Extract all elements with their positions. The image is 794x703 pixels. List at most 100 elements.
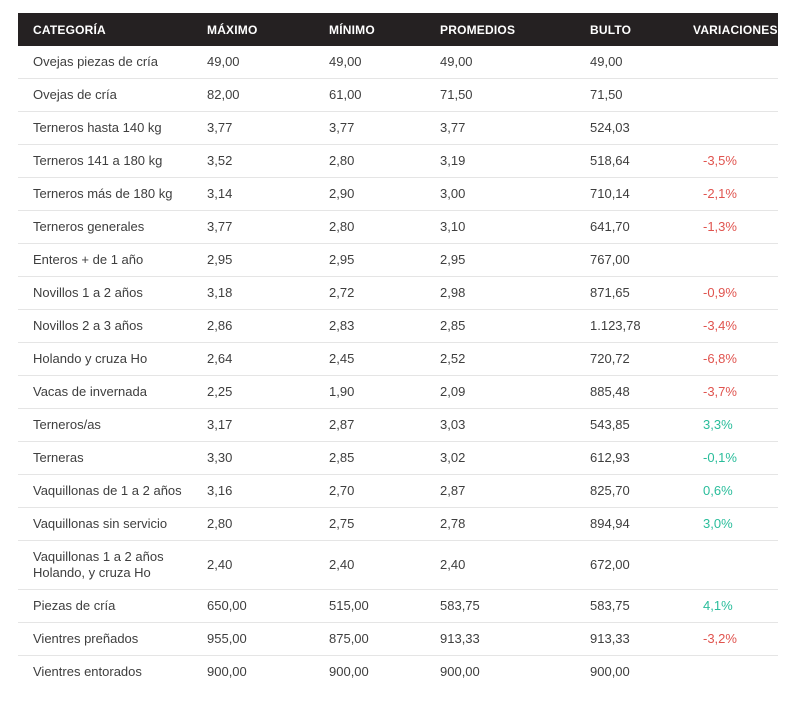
table-row: Terneros/as 3,17 2,87 3,03 543,85 3,3% <box>18 408 778 442</box>
cell-maximo: 2,80 <box>207 507 329 541</box>
cell-variacion: -3,7% <box>693 375 778 409</box>
table-row: Ovejas piezas de cría 49,00 49,00 49,00 … <box>18 46 778 79</box>
cell-minimo: 2,80 <box>329 144 440 178</box>
cell-bulto: 49,00 <box>590 46 693 79</box>
cell-bulto: 672,00 <box>590 540 693 590</box>
cell-minimo: 2,95 <box>329 243 440 277</box>
cell-bulto: 524,03 <box>590 111 693 145</box>
column-header-variaciones: VARIACIONES <box>693 13 778 46</box>
cell-minimo: 2,80 <box>329 210 440 244</box>
cell-maximo: 3,18 <box>207 276 329 310</box>
cell-maximo: 49,00 <box>207 46 329 79</box>
cell-variacion: -0,1% <box>693 441 778 475</box>
cell-promedios: 2,95 <box>440 243 590 277</box>
cell-categoria: Ovejas de cría <box>18 78 207 112</box>
table-row: Terneros más de 180 kg 3,14 2,90 3,00 71… <box>18 177 778 211</box>
cell-bulto: 543,85 <box>590 408 693 442</box>
cell-minimo: 61,00 <box>329 78 440 112</box>
cell-promedios: 2,78 <box>440 507 590 541</box>
cell-bulto: 518,64 <box>590 144 693 178</box>
cell-promedios: 71,50 <box>440 78 590 112</box>
cell-maximo: 2,64 <box>207 342 329 376</box>
cell-variacion: -6,8% <box>693 342 778 376</box>
cell-bulto: 825,70 <box>590 474 693 508</box>
table-body: Ovejas piezas de cría 49,00 49,00 49,00 … <box>18 46 778 688</box>
cell-categoria: Holando y cruza Ho <box>18 342 207 376</box>
table-row: Ovejas de cría 82,00 61,00 71,50 71,50 <box>18 78 778 112</box>
cell-bulto: 894,94 <box>590 507 693 541</box>
table-row: Vaquillonas sin servicio 2,80 2,75 2,78 … <box>18 507 778 541</box>
cell-variacion: 3,3% <box>693 408 778 442</box>
cell-minimo: 2,72 <box>329 276 440 310</box>
cell-maximo: 3,77 <box>207 111 329 145</box>
cell-categoria: Terneros 141 a 180 kg <box>18 144 207 178</box>
cell-minimo: 2,83 <box>329 309 440 343</box>
cell-promedios: 2,52 <box>440 342 590 376</box>
table-row: Holando y cruza Ho 2,64 2,45 2,52 720,72… <box>18 342 778 376</box>
table-row: Vacas de invernada 2,25 1,90 2,09 885,48… <box>18 375 778 409</box>
cell-variacion <box>693 111 778 145</box>
cell-variacion <box>693 656 778 689</box>
table-row: Novillos 1 a 2 años 3,18 2,72 2,98 871,6… <box>18 276 778 310</box>
cell-minimo: 2,90 <box>329 177 440 211</box>
table-row: Terneros 141 a 180 kg 3,52 2,80 3,19 518… <box>18 144 778 178</box>
cell-categoria: Ovejas piezas de cría <box>18 46 207 79</box>
cell-minimo: 900,00 <box>329 664 369 679</box>
cell-minimo: 49,00 <box>329 46 440 79</box>
cell-categoria: Piezas de cría <box>18 589 207 623</box>
cell-bulto: 612,93 <box>590 441 693 475</box>
cell-variacion: -3,4% <box>693 309 778 343</box>
cell-bulto: 71,50 <box>590 78 693 112</box>
cell-maximo: 3,17 <box>207 408 329 442</box>
cell-variacion: 0,6% <box>693 474 778 508</box>
cell-bulto: 900,00 <box>590 664 630 679</box>
cell-promedios: 3,02 <box>440 441 590 475</box>
cell-maximo: 3,14 <box>207 177 329 211</box>
cell-categoria: Terneros/as <box>18 408 207 442</box>
table-header-row: CATEGORÍA MÁXIMO MÍNIMO PROMEDIOS BULTO … <box>18 13 778 46</box>
cell-variacion: -2,1% <box>693 177 778 211</box>
cell-promedios: 3,77 <box>440 111 590 145</box>
cell-promedios: 900,00 <box>440 664 480 679</box>
cell-categoria: Vaquillonas sin servicio <box>18 507 207 541</box>
cell-promedios: 49,00 <box>440 46 590 79</box>
cell-bulto: 583,75 <box>590 589 693 623</box>
cell-maximo: 3,77 <box>207 210 329 244</box>
table-row: Terneras 3,30 2,85 3,02 612,93 -0,1% <box>18 441 778 475</box>
cell-categoria: Vaquillonas 1 a 2 años Holando, y cruza … <box>18 540 207 590</box>
cell-categoria: Novillos 1 a 2 años <box>18 276 207 310</box>
cell-promedios: 3,00 <box>440 177 590 211</box>
cell-maximo: 3,30 <box>207 441 329 475</box>
cell-minimo: 2,75 <box>329 507 440 541</box>
cell-categoria: Enteros + de 1 año <box>18 243 207 277</box>
cell-bulto: 767,00 <box>590 243 693 277</box>
cell-variacion <box>693 243 778 277</box>
table-row: Vaquillonas de 1 a 2 años 3,16 2,70 2,87… <box>18 474 778 508</box>
cell-bulto: 720,72 <box>590 342 693 376</box>
cell-bulto: 710,14 <box>590 177 693 211</box>
cell-maximo: 2,40 <box>207 540 329 590</box>
table-row: Enteros + de 1 año 2,95 2,95 2,95 767,00 <box>18 243 778 277</box>
cell-variacion <box>693 46 778 79</box>
cell-categoria: Vacas de invernada <box>18 375 207 409</box>
price-table: CATEGORÍA MÁXIMO MÍNIMO PROMEDIOS BULTO … <box>18 13 778 688</box>
table-row: Vaquillonas 1 a 2 años Holando, y cruza … <box>18 540 778 590</box>
cell-categoria: Novillos 2 a 3 años <box>18 309 207 343</box>
cell-categoria: Vaquillonas de 1 a 2 años <box>18 474 207 508</box>
cell-variacion: 3,0% <box>693 507 778 541</box>
cell-minimo: 2,87 <box>329 408 440 442</box>
cell-bulto: 1.123,78 <box>590 309 693 343</box>
table-row: Piezas de cría 650,00 515,00 583,75 583,… <box>18 589 778 623</box>
cell-promedios: 3,03 <box>440 408 590 442</box>
cell-variacion <box>693 540 778 590</box>
cell-minimo: 515,00 <box>329 589 440 623</box>
cell-bulto: 871,65 <box>590 276 693 310</box>
cell-maximo: 900,00 <box>207 664 247 679</box>
cell-promedios: 583,75 <box>440 589 590 623</box>
cell-promedios: 3,19 <box>440 144 590 178</box>
table-row: Novillos 2 a 3 años 2,86 2,83 2,85 1.123… <box>18 309 778 343</box>
cell-variacion: -3,2% <box>693 622 778 656</box>
column-header-bulto: BULTO <box>590 13 693 46</box>
cell-variacion: -3,5% <box>693 144 778 178</box>
